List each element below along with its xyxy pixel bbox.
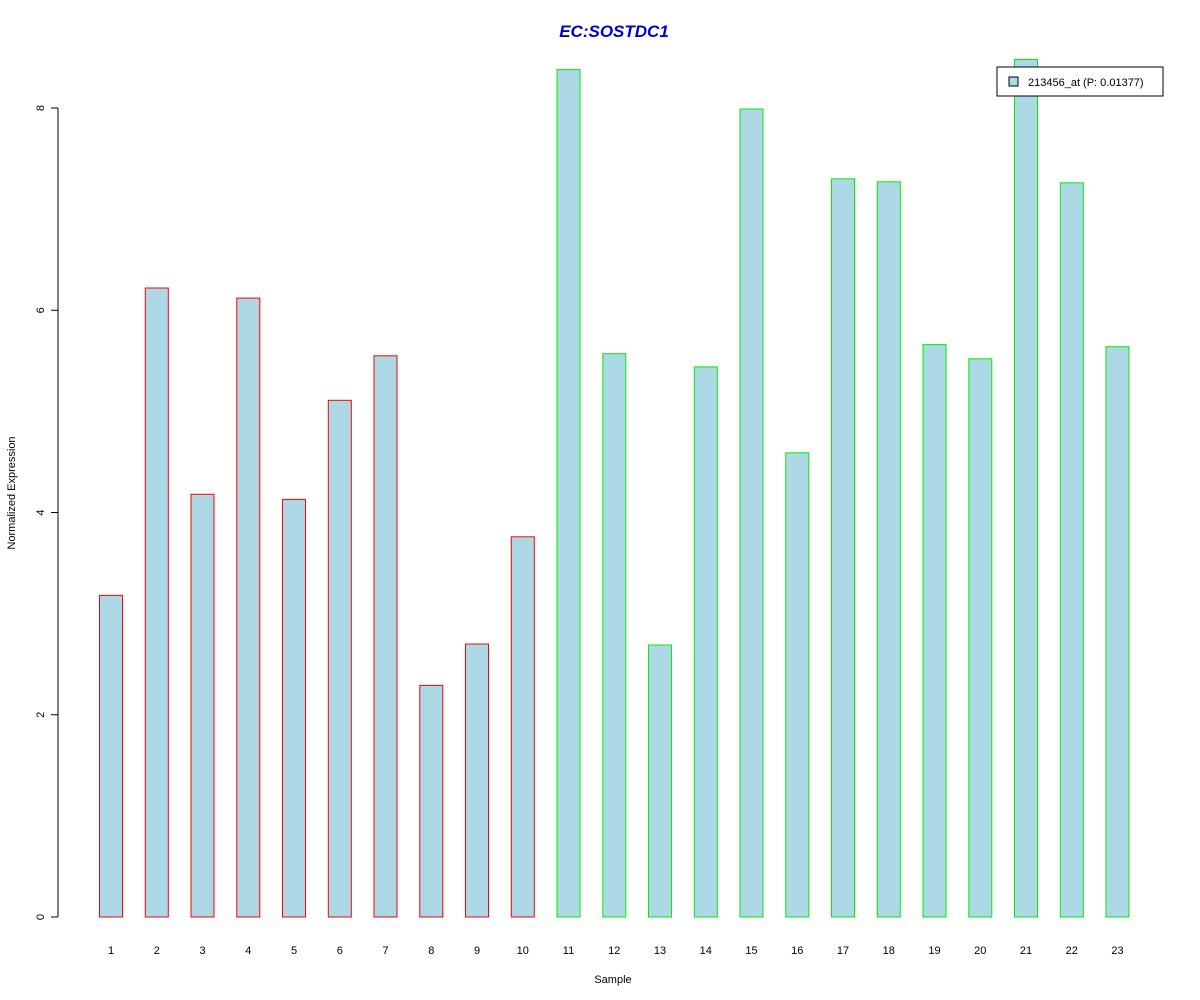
x-tick-label: 16: [791, 945, 803, 957]
x-axis-label: Sample: [594, 974, 631, 986]
bar-sample-12: [602, 353, 627, 918]
bar-sample-9: [465, 643, 489, 918]
x-tick-label: 11: [563, 945, 574, 957]
legend-entry: 213456_at (P: 0.01377): [1028, 77, 1144, 89]
bar-sample-21: [1014, 59, 1038, 918]
x-tick-label: 14: [700, 945, 712, 957]
bar-sample-23: [1105, 346, 1130, 918]
x-tick-label: 4: [245, 945, 251, 957]
bar-sample-1: [99, 594, 123, 918]
x-tick-label: 20: [974, 945, 986, 957]
bar-sample-6: [327, 399, 352, 918]
y-tick-label: 4: [35, 509, 47, 515]
bar-sample-15: [739, 108, 764, 918]
bar-sample-17: [831, 178, 855, 918]
x-tick-label: 9: [474, 945, 480, 957]
x-tick-label: 1: [108, 945, 114, 957]
x-tick-label: 19: [928, 945, 940, 957]
y-tick-label: 6: [35, 307, 47, 313]
y-axis-label: Normalized Expression: [6, 436, 18, 549]
x-tick-label: 12: [608, 945, 620, 957]
bar-sample-22: [1059, 182, 1084, 918]
bar-sample-20: [968, 358, 993, 918]
legend-box: [996, 66, 1164, 97]
x-tick-label: 8: [428, 945, 434, 957]
x-tick-label: 18: [883, 945, 895, 957]
x-tick-label: 15: [745, 945, 757, 957]
bar-sample-13: [648, 644, 672, 918]
y-axis: 0 2 4 6 8: [35, 105, 59, 920]
x-tick-label: 21: [1020, 945, 1032, 957]
x-tick-label: 17: [837, 945, 849, 957]
legend-swatch: [1008, 76, 1019, 87]
bar-sample-19: [922, 344, 947, 918]
bar-sample-3: [190, 493, 215, 918]
bar-sample-16: [785, 452, 810, 918]
bar-sample-18: [876, 181, 901, 918]
x-axis-tick-labels: 1 2 3 4 5 6 7 8 9 10 11 12 13 14 15 16 17 18 19 20 21 22 23: [108, 945, 1124, 957]
bar-sample-11: [556, 69, 581, 918]
bar-sample-7: [373, 355, 398, 918]
bar-sample-10: [510, 536, 535, 918]
x-tick-label: 7: [382, 945, 388, 957]
x-tick-label: 13: [654, 945, 666, 957]
x-tick-label: 3: [199, 945, 205, 957]
x-tick-label: 22: [1066, 945, 1078, 957]
legend: 213456_at (P: 0.01377): [996, 66, 1164, 97]
bar-sample-8: [419, 684, 444, 918]
y-tick-label: 8: [35, 105, 47, 111]
bars-group: [99, 59, 1130, 918]
bar-sample-5: [282, 498, 306, 918]
x-tick-label: 2: [154, 945, 160, 957]
x-tick-label: 23: [1111, 945, 1123, 957]
x-tick-label: 10: [517, 945, 529, 957]
y-tick-label: 0: [35, 914, 47, 920]
y-tick-label: 2: [35, 712, 47, 718]
bar-sample-2: [144, 287, 169, 918]
bar-sample-14: [693, 366, 718, 918]
bar-sample-4: [236, 297, 261, 918]
x-tick-label: 6: [337, 945, 343, 957]
chart-title: EC:SOSTDC1: [559, 22, 669, 41]
x-tick-label: 5: [291, 945, 297, 957]
